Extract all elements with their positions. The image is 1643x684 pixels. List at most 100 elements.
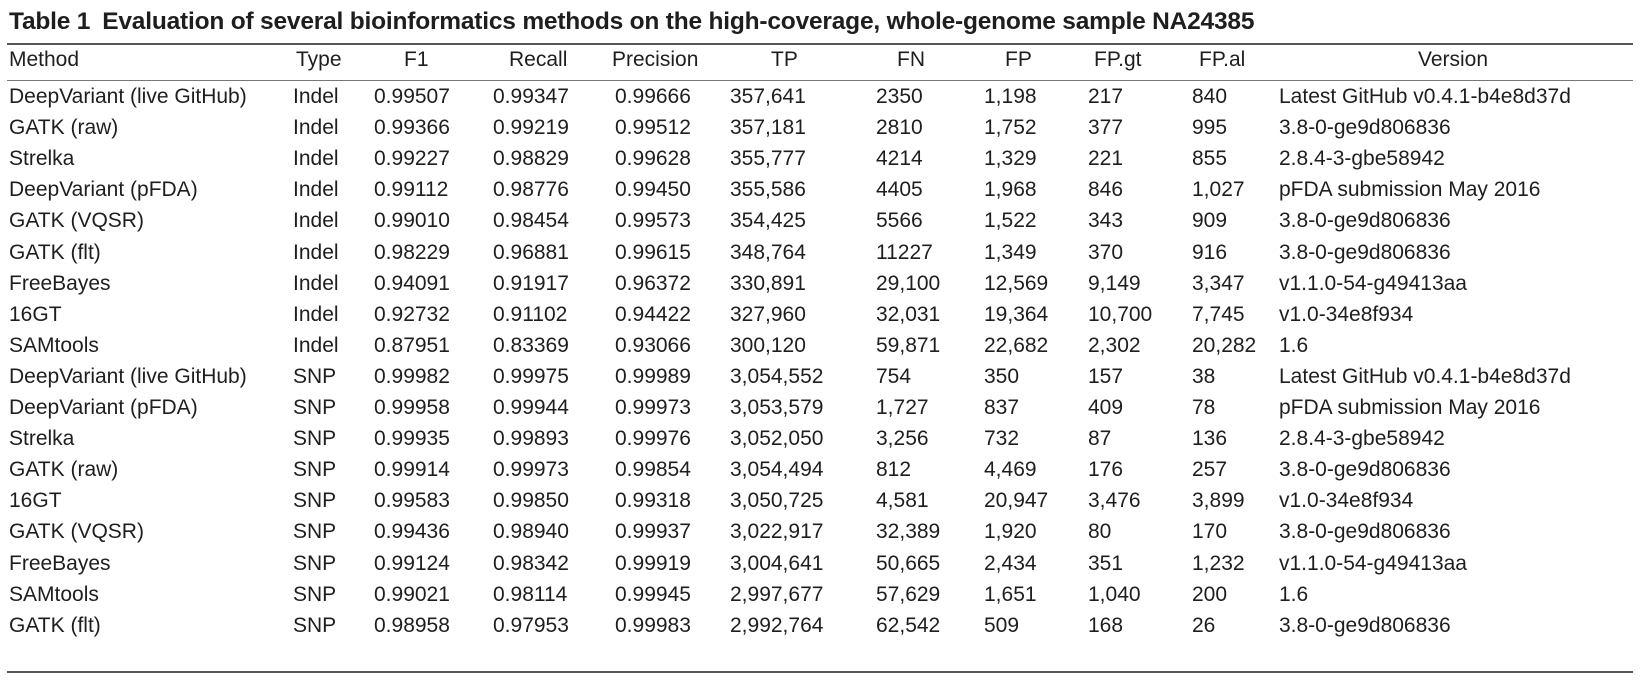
cell-fp: 1,329 [984,147,1037,171]
cell-recall: 0.91102 [493,302,568,326]
cell-type: SNP [293,364,337,388]
cell-tp: 348,764 [730,240,806,264]
cell-fp-gt: 10,700 [1088,302,1153,326]
cell-fp-al: 200 [1192,582,1228,606]
cell-fp: 12,569 [984,271,1049,295]
cell-type: SNP [293,551,337,575]
cell-version: 3.8-0-ge9d806836 [1279,209,1451,233]
cell-fn: 50,665 [876,551,941,575]
table-title: Evaluation of several bioinformatics met… [102,8,1255,35]
cell-tp: 3,052,050 [730,427,824,451]
cell-tp: 327,960 [730,302,806,326]
cell-fp-gt: 370 [1088,240,1124,264]
cell-fp: 19,364 [984,302,1049,326]
cell-recall: 0.98454 [493,209,569,233]
cell-f1: 0.99958 [374,396,450,419]
table-row: Strelka Indel 0.99227 0.98829 0.99628 355,777… [0,144,1643,174]
cell-tp: 3,054,494 [730,458,824,482]
cell-method: SAMtools [9,333,99,357]
cell-version: 1.6 [1279,333,1309,357]
cell-tp: 300,120 [730,333,806,357]
cell-tp: 357,641 [730,85,806,108]
cell-fp-al: 1,027 [1192,178,1245,202]
cell-f1: 0.99583 [374,489,450,513]
cell-fp-gt: 168 [1088,613,1124,637]
cell-type: Indel [293,271,339,295]
cell-type: Indel [293,85,339,108]
cell-fp-gt: 377 [1088,116,1124,140]
cell-method: SAMtools [9,582,99,606]
cell-fp: 1,349 [984,240,1037,264]
cell-fp: 1,968 [984,178,1037,202]
cell-version: v1.0-34e8f934 [1279,302,1414,326]
cell-tp: 3,050,725 [730,489,824,513]
table-row: 16GT SNP 0.99583 0.99850 0.99318 3,050,725 4,5… [0,486,1643,516]
cell-version: Latest GitHub v0.4.1-b4e8d37d [1279,85,1571,108]
cell-fp-al: 1,232 [1192,551,1245,575]
cell-fp: 1,198 [984,85,1037,108]
cell-recall: 0.91917 [493,271,569,295]
cell-f1: 0.99124 [374,551,450,575]
cell-recall: 0.97953 [493,613,569,637]
cell-method: DeepVariant (live GitHub) [9,85,247,108]
table-row: GATK (flt) SNP 0.98958 0.97953 0.99983 2,992,… [0,611,1643,641]
cell-precision: 0.99919 [615,551,691,575]
cell-fp: 1,651 [984,582,1037,606]
cell-fp-gt: 80 [1088,520,1112,544]
cell-fp: 2,434 [984,551,1037,575]
cell-type: Indel [293,178,339,202]
cell-type: SNP [293,489,337,513]
cell-f1: 0.99227 [374,147,450,171]
table-row: GATK (raw) Indel 0.99366 0.99219 0.99512 357,… [0,113,1643,143]
cell-fp: 4,469 [984,458,1037,482]
cell-f1: 0.99366 [374,116,450,140]
cell-version: 3.8-0-ge9d806836 [1279,458,1451,482]
cell-f1: 0.87951 [374,333,450,357]
table-row: Strelka SNP 0.99935 0.99893 0.99976 3,052,050… [0,424,1643,454]
cell-fp-al: 20,282 [1192,333,1257,357]
cell-recall: 0.99973 [493,458,569,482]
cell-method: Strelka [9,147,75,171]
cell-fp-al: 3,899 [1192,489,1245,513]
cell-tp: 3,004,641 [730,551,824,575]
cell-recall: 0.98776 [493,178,569,202]
cell-method: DeepVariant (live GitHub) [9,364,247,388]
cell-fp: 732 [984,427,1020,451]
table-row: DeepVariant (pFDA) Indel 0.99112 0.98776 0.9… [0,175,1643,205]
cell-fn: 62,542 [876,613,941,637]
header-tp: TP [771,48,798,71]
cell-fp-al: 38 [1192,364,1216,388]
header-type: Type [296,48,342,71]
table-row: DeepVariant (pFDA) SNP 0.99958 0.99944 0.999… [0,393,1643,423]
header-precision: Precision [612,48,699,71]
table-row: GATK (VQSR) Indel 0.99010 0.98454 0.99573 354… [0,206,1643,236]
cell-tp: 3,053,579 [730,396,824,419]
table-caption: Table 1 Evaluation of several bioinformat… [9,8,1254,36]
cell-method: FreeBayes [9,551,111,575]
header-row: Method Type F1 Recall Precision TP FN FP… [0,45,1643,75]
cell-tp: 3,054,552 [730,364,824,388]
cell-fp-al: 909 [1192,209,1228,233]
header-f1: F1 [404,48,429,71]
cell-precision: 0.99854 [615,458,691,482]
cell-precision: 0.99318 [615,489,691,513]
cell-method: GATK (VQSR) [9,520,144,544]
cell-fp-al: 257 [1192,458,1228,482]
cell-tp: 355,777 [730,147,806,171]
cell-fn: 57,629 [876,582,941,606]
cell-type: SNP [293,396,337,419]
cell-fp-al: 170 [1192,520,1228,544]
cell-fp-gt: 157 [1088,364,1124,388]
cell-f1: 0.94091 [374,271,450,295]
cell-fp-gt: 9,149 [1088,271,1141,295]
header-recall: Recall [509,48,568,71]
cell-f1: 0.98958 [374,613,450,637]
cell-type: SNP [293,582,337,606]
table-row: 16GT Indel 0.92732 0.91102 0.94422 327,960 32,… [0,300,1643,330]
cell-version: v1.0-34e8f934 [1279,489,1414,513]
cell-method: Strelka [9,427,75,451]
cell-precision: 0.96372 [615,271,691,295]
cell-fn: 1,727 [876,396,929,419]
cell-fp-al: 855 [1192,147,1228,171]
cell-type: SNP [293,520,337,544]
